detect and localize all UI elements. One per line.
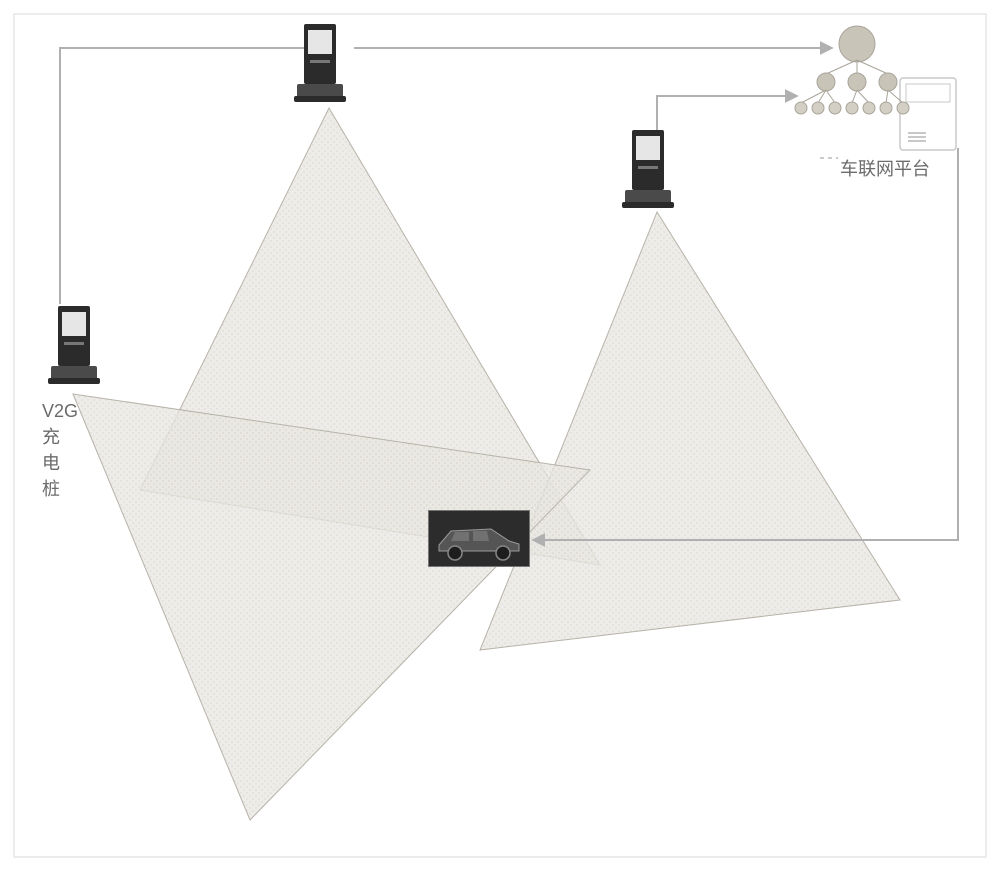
tree-leaf — [795, 102, 807, 114]
v2g-label-line: 桩 — [42, 476, 78, 502]
tree-mid — [817, 73, 835, 91]
tri-right — [480, 212, 900, 650]
kiosk-left — [48, 306, 100, 384]
tree-mid — [848, 73, 866, 91]
tree-leaf — [846, 102, 858, 114]
tree-mid — [879, 73, 897, 91]
tree-leaf — [863, 102, 875, 114]
v2g-label-line: V2G — [42, 398, 78, 424]
platform-label: 车联网平台 — [840, 155, 930, 181]
tree-leaf — [829, 102, 841, 114]
platform-label-text: 车联网平台 — [840, 159, 930, 179]
vehicle-icon — [428, 510, 530, 567]
v2g-label: V2G充电桩 — [42, 398, 78, 502]
tree-root — [839, 26, 875, 62]
tree-leaf — [880, 102, 892, 114]
diagram-svg — [0, 0, 1000, 871]
v2g-label-line: 电 — [42, 450, 78, 476]
kiosk-top — [294, 24, 346, 102]
tree-leaf — [812, 102, 824, 114]
server-icon — [900, 78, 956, 150]
kiosk-right — [622, 130, 674, 208]
right-to-tree — [657, 96, 796, 135]
tree-leaf — [897, 102, 909, 114]
diagram-canvas: V2G充电桩 车联网平台 — [0, 0, 1000, 871]
v2g-label-line: 充 — [42, 424, 78, 450]
coverage-triangles — [73, 108, 900, 820]
platform-icon — [795, 26, 956, 150]
